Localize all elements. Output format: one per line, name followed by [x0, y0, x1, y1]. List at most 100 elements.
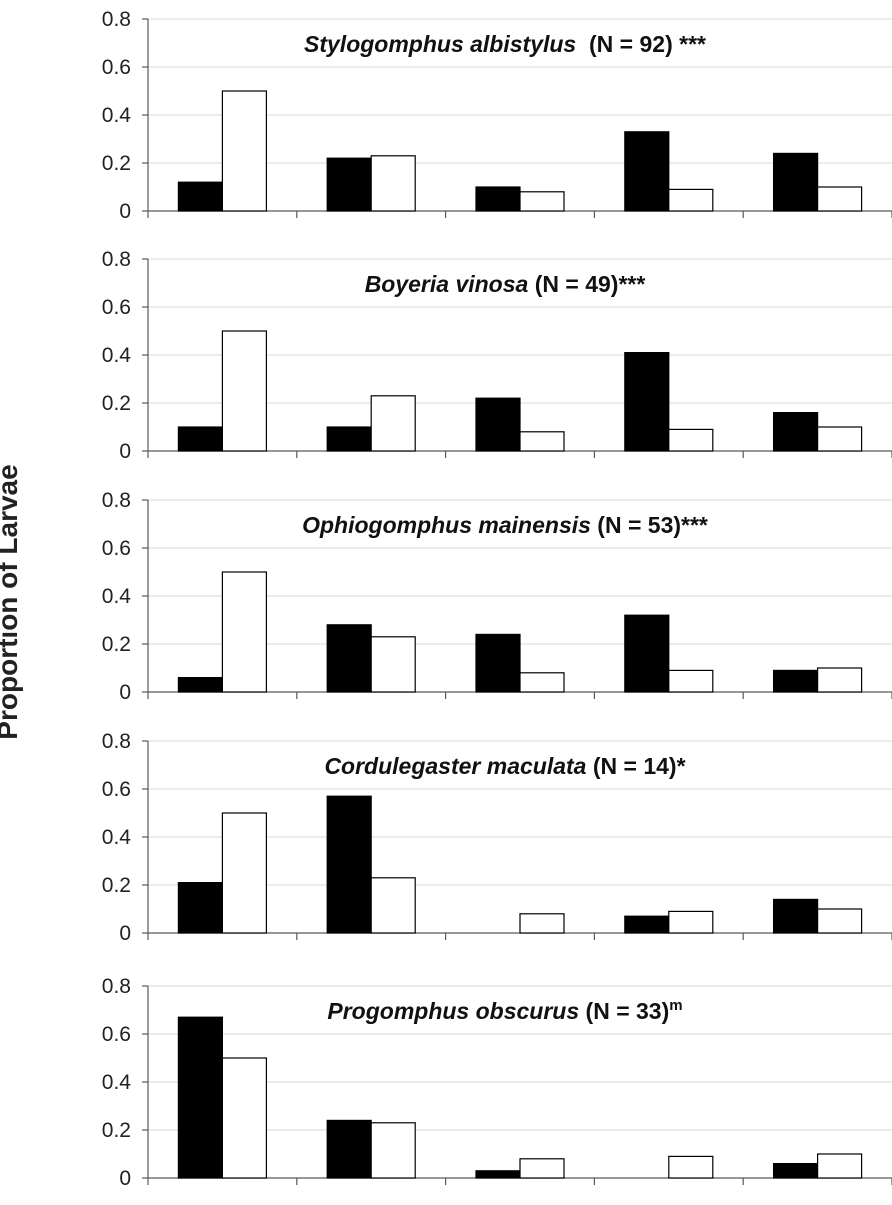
x-category-label: Sand [196, 1201, 250, 1205]
y-tick-label: 0.4 [102, 344, 132, 367]
bar-white-mix [370, 636, 416, 693]
y-tick-label: 0.6 [102, 778, 131, 801]
panel-title: Cordulegaster maculata (N = 14)* [324, 753, 685, 779]
panel-title: Ophiogomphus mainensis (N = 53)*** [302, 512, 708, 538]
bar-white-mix [370, 1122, 416, 1179]
bar-white-mix [370, 877, 416, 934]
bar-black-mix [326, 157, 372, 212]
panel-title-species: Boyeria vinosa [365, 271, 529, 297]
y-tick-label: 0.2 [102, 152, 131, 175]
bar-white-coarse [668, 910, 714, 934]
bar-white-cobble [519, 913, 565, 934]
panel-2: 0 0.2 0.4 0.6 0.8 Boyeria vinosa (N = 49)*** [102, 248, 892, 463]
panel-title-species: Stylogomphus albistylus [304, 31, 576, 57]
y-tick-label: 0.6 [102, 296, 131, 319]
y-tick-label: 0.8 [102, 730, 131, 753]
y-tick-label: 0.8 [102, 975, 131, 998]
x-category-label: Rock [791, 1201, 846, 1205]
bar-white-rock [816, 667, 863, 693]
x-category-label: Cobble [483, 1201, 558, 1205]
panel-title: Boyeria vinosa (N = 49)*** [365, 271, 646, 297]
bar-white-sand [221, 812, 267, 934]
y-tick-label: 0.6 [102, 537, 131, 560]
bar-white-cobble [519, 431, 565, 452]
bar-white-mix [370, 155, 416, 212]
bar-black-rock [772, 1162, 819, 1179]
y-axis-label: Proportion of Larvae [0, 464, 23, 740]
y-tick-label: 0 [119, 1167, 131, 1190]
y-tick-label: 0.8 [102, 8, 131, 31]
y-tick-label: 0 [119, 200, 131, 223]
bar-black-mix [326, 426, 372, 452]
bar-white-sand [221, 571, 267, 693]
panel-title-species: Cordulegaster maculata [324, 753, 586, 779]
panel-title: Progomphus obscurus (N = 33)m [327, 997, 682, 1024]
panel-title: Stylogomphus albistylus (N = 92) *** [304, 31, 706, 57]
bar-black-sand [177, 676, 223, 693]
bar-black-mix [326, 1119, 372, 1179]
panel-title-n: (N = 53)*** [591, 512, 708, 538]
bar-black-sand [177, 1016, 223, 1179]
panel-title-n: (N = 14)* [586, 753, 685, 779]
bar-black-rock [772, 898, 819, 934]
bar-white-sand [221, 1057, 267, 1179]
y-tick-label: 0.4 [102, 104, 132, 127]
y-tick-label: 0.8 [102, 248, 131, 271]
bar-black-coarse [624, 352, 670, 452]
bar-white-coarse [668, 1155, 714, 1179]
y-tick-label: 0.4 [102, 826, 132, 849]
bar-white-mix [370, 395, 416, 452]
panel-title-n: (N = 92) *** [576, 31, 706, 57]
bar-white-coarse [668, 188, 714, 212]
bar-black-cobble [475, 1170, 521, 1179]
bar-white-rock [816, 1153, 863, 1179]
panel-3: 0 0.2 0.4 0.6 0.8 Ophiogomphus mainensis (N =… [102, 489, 892, 704]
bar-black-mix [326, 624, 372, 693]
x-category-label: Mix [353, 1201, 390, 1205]
bar-black-cobble [475, 186, 521, 212]
bar-black-cobble [475, 633, 521, 693]
bar-black-cobble [475, 397, 521, 452]
bar-white-rock [816, 186, 863, 212]
bar-white-sand [221, 330, 267, 452]
y-tick-label: 0.6 [102, 1023, 131, 1046]
y-tick-label: 0 [119, 681, 131, 704]
bar-white-rock [816, 908, 863, 934]
panel-title-n: (N = 49)*** [528, 271, 645, 297]
bar-white-sand [221, 90, 267, 212]
bar-white-coarse [668, 428, 714, 452]
y-tick-label: 0.2 [102, 633, 131, 656]
y-tick-label: 0.4 [102, 585, 132, 608]
panel-title-superscript: m [669, 997, 682, 1014]
y-tick-label: 0 [119, 440, 131, 463]
y-tick-label: 0.2 [102, 1119, 131, 1142]
bar-white-rock [816, 426, 863, 452]
x-category-label: Coarse [632, 1201, 707, 1205]
bar-black-coarse [624, 915, 670, 934]
bar-black-rock [772, 412, 819, 452]
bar-black-coarse [624, 614, 670, 693]
panel-1: 0 0.2 0.4 0.6 0.8 Stylogomphus albistylus (N … [102, 8, 892, 223]
y-tick-label: 0.4 [102, 1071, 132, 1094]
panel-title-species: Ophiogomphus mainensis [302, 512, 591, 538]
bar-white-coarse [668, 669, 714, 693]
bar-black-rock [772, 152, 819, 212]
panel-4: 0 0.2 0.4 0.6 0.8 Cordulegaster maculata (N =… [102, 730, 892, 945]
bar-black-mix [326, 795, 372, 934]
panel-title-species: Progomphus obscurus [327, 998, 579, 1024]
panel-title-n: (N = 33) [579, 998, 669, 1024]
bar-white-cobble [519, 1158, 565, 1179]
y-tick-label: 0.8 [102, 489, 131, 512]
bar-black-sand [177, 426, 223, 452]
bar-white-cobble [519, 672, 565, 693]
bar-black-rock [772, 669, 819, 693]
panel-5: 0 0.2 0.4 0.6 0.8 Progomphus obscurus (N = 33… [102, 975, 892, 1190]
y-tick-label: 0.2 [102, 392, 131, 415]
y-tick-label: 0 [119, 922, 131, 945]
bar-white-cobble [519, 191, 565, 212]
y-tick-label: 0.6 [102, 56, 131, 79]
y-tick-label: 0.2 [102, 874, 131, 897]
bar-black-coarse [624, 131, 670, 212]
bar-black-sand [177, 881, 223, 934]
